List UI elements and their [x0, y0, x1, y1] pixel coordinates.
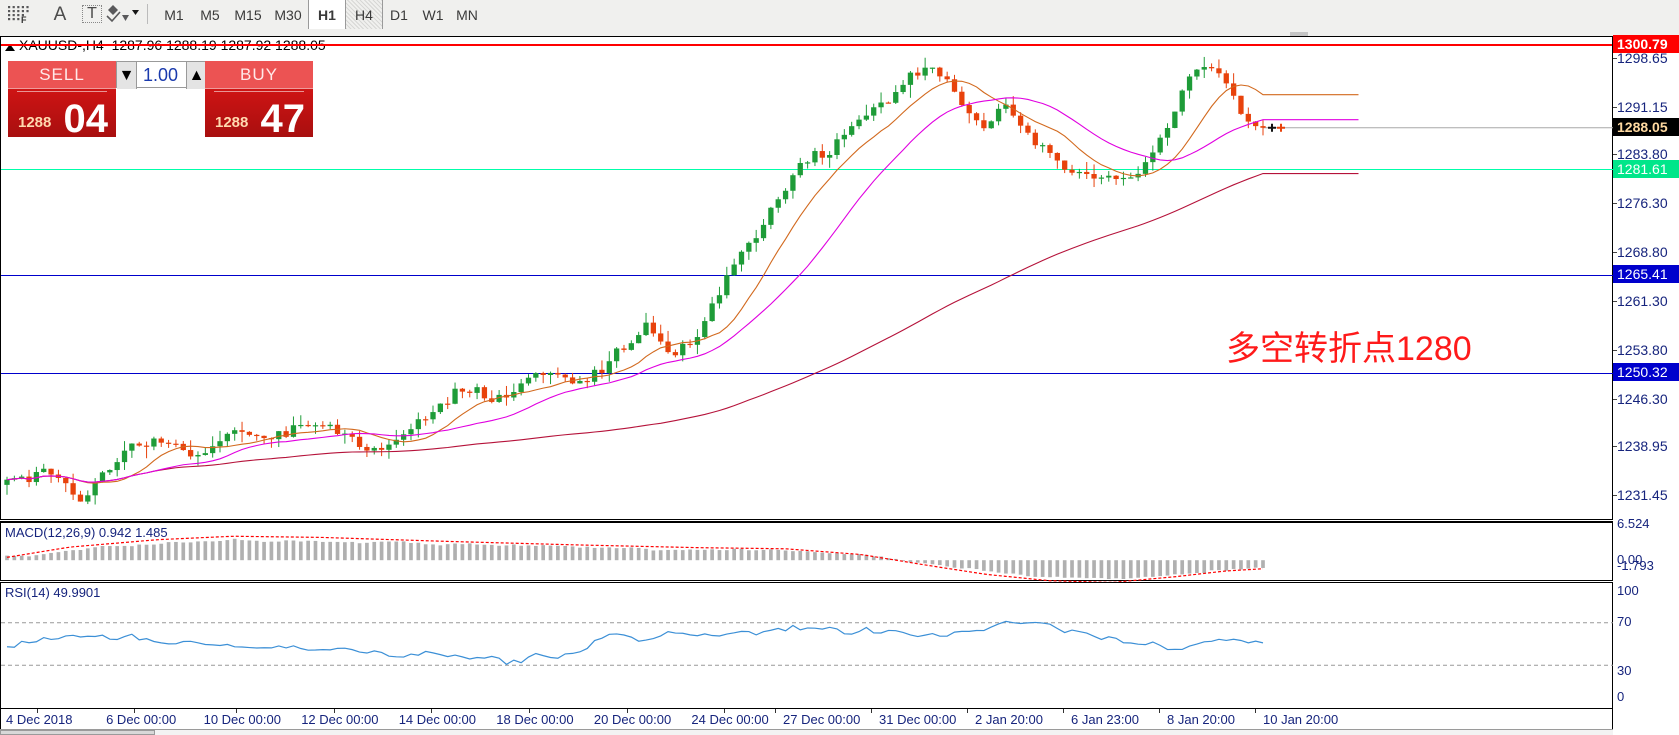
svg-text:F: F: [21, 15, 27, 23]
